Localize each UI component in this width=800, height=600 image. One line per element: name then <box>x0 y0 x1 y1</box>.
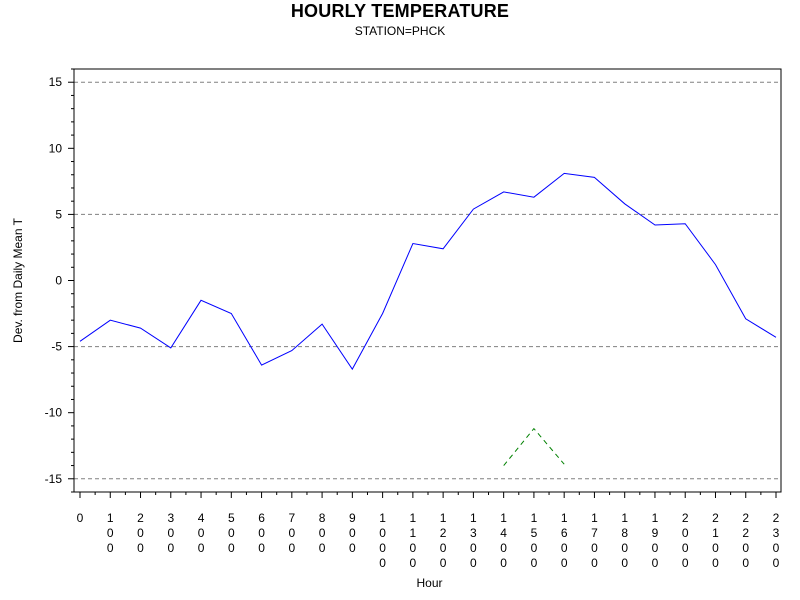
y-tick-label: 15 <box>49 75 63 89</box>
y-tick-label: -5 <box>51 340 62 354</box>
data-point <box>230 312 233 315</box>
data-point <box>321 323 324 326</box>
data-point <box>79 340 82 343</box>
data-point <box>169 346 172 349</box>
x-tick-label: 0 <box>77 511 84 525</box>
data-point <box>502 464 505 467</box>
plot-frame <box>73 68 782 493</box>
data-point <box>653 223 656 226</box>
y-tick-label: 10 <box>49 141 63 155</box>
data-point <box>684 222 687 225</box>
y-tick-label: 5 <box>55 207 62 221</box>
data-point <box>411 242 414 245</box>
data-point <box>532 427 535 430</box>
data-point <box>442 247 445 250</box>
chart-title: HOURLY TEMPERATURE <box>290 1 510 21</box>
data-point <box>744 317 747 320</box>
series-line-2 <box>503 427 565 466</box>
x-axis: 0 1 0 0 2 0 0 3 0 0 4 0 0 5 0 0 6 0 0 7 0 0 8 0 0 9 0 0 1 0 0 0 1 1 0 0 1 2 0 0… <box>77 492 780 570</box>
data-point <box>472 208 475 211</box>
x-axis-label: Hour <box>416 576 442 590</box>
data-point <box>623 202 626 205</box>
data-point <box>200 299 203 302</box>
series-line-1 <box>79 172 777 371</box>
data-point <box>532 196 535 199</box>
data-point <box>290 349 293 352</box>
y-tick-label: 0 <box>55 274 62 288</box>
data-point <box>563 172 566 175</box>
y-axis-label: Dev. from Daily Mean T <box>11 217 25 343</box>
data-point <box>593 176 596 179</box>
reference-lines <box>74 81 781 480</box>
data-point <box>109 319 112 322</box>
data-point <box>775 336 778 339</box>
data-point <box>260 364 263 367</box>
chart-subtitle: STATION=PHCK <box>354 24 446 38</box>
series-layer <box>79 172 778 467</box>
y-tick-label: -15 <box>45 472 63 486</box>
data-point <box>563 463 566 466</box>
y-tick-label: -10 <box>45 406 63 420</box>
data-point <box>502 190 505 193</box>
data-point <box>714 263 717 266</box>
data-point <box>351 368 354 371</box>
data-point <box>381 312 384 315</box>
y-axis: -15 -10 -5 0 5 10 15 <box>45 68 74 493</box>
data-point <box>139 327 142 330</box>
